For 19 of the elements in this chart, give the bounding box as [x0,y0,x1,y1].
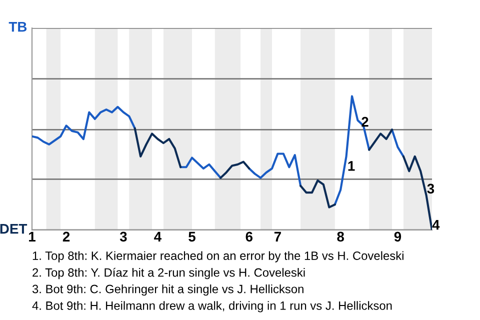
annotation: 2 [362,116,368,127]
x-tick-label: 4 [154,232,162,242]
ref-line-label: DET [0,224,28,234]
annotation: 1 [348,161,355,171]
text: 4 [432,220,440,230]
x-tick-label: 5 [188,232,196,242]
annotation: 3 [427,184,434,194]
x-tick-label: 2 [62,232,70,242]
x-tick-label: 7 [274,232,281,242]
text: 3. Bot 9th: C. Gehringer hit a single vs J. Hellickson [32,284,304,296]
x-tick-label: 1 [29,232,36,242]
text: 2. Top 8th: Y. Díaz hit a 2-run single vs H. Coveleski [32,268,305,280]
text: 4. Bot 9th: H. Heilmann drew a walk, driving in 1 run vs J. Hellickson [32,301,392,312]
x-tick-label: 9 [394,232,402,242]
text: 1. Top 8th: K. Kiermaier reached on an error by the 1B vs H. Coveleski [32,251,404,262]
x-tick-label: 8 [337,232,344,242]
ref-line-label: TB [8,22,27,32]
x-tick-label: 3 [120,232,127,242]
x-tick-label: 6 [246,232,253,242]
